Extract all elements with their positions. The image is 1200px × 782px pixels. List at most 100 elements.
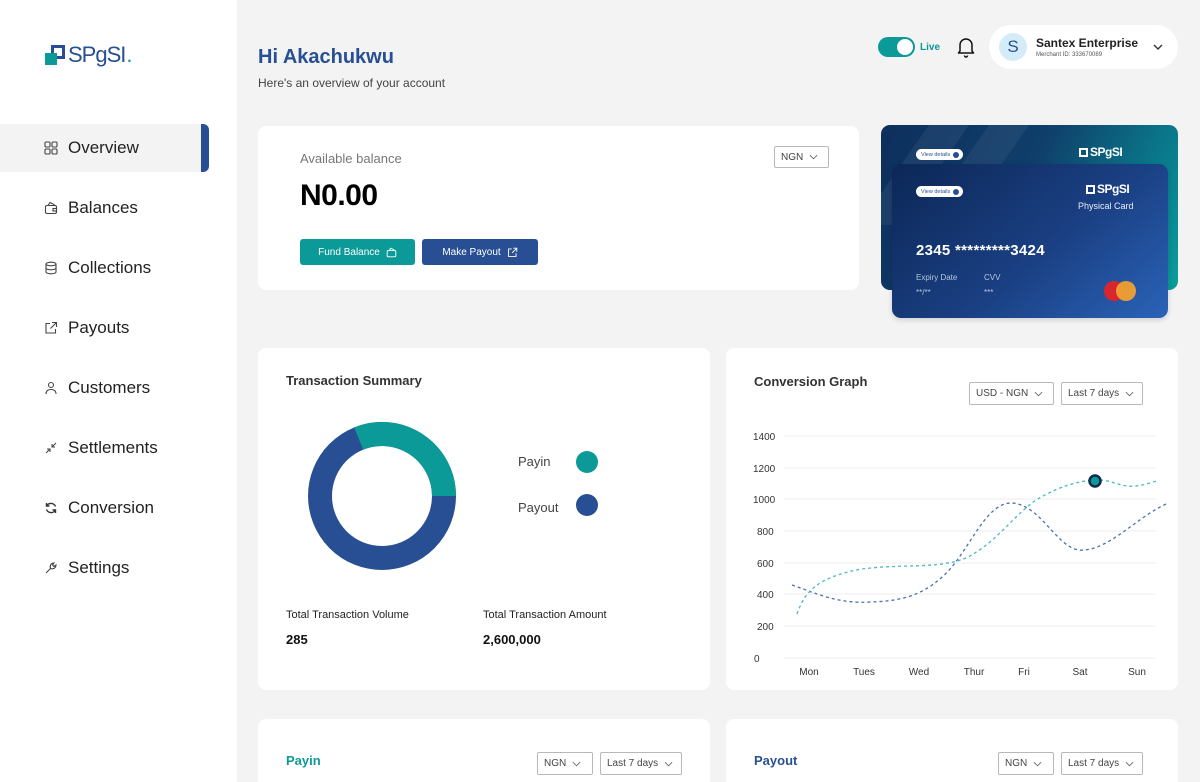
x-axis-ticks: Mon Tues Wed Thur Fri Sat Sun <box>799 667 1146 678</box>
sidebar-item-label: Settings <box>68 558 130 577</box>
sidebar-item-balances[interactable]: Balances <box>0 184 237 232</box>
svg-text:Sat: Sat <box>1072 667 1087 678</box>
conversion-graph-card: Conversion Graph USD - NGN Last 7 days 1… <box>726 348 1178 690</box>
date-range-value: Last 7 days <box>1068 388 1120 399</box>
toggle-knob <box>897 39 913 55</box>
wallet-icon <box>386 247 397 257</box>
expiry-label: Expiry Date <box>916 273 958 282</box>
card-title: Conversion Graph <box>754 374 868 389</box>
cvv-value: *** <box>984 288 994 297</box>
payin-card: Payin NGN Last 7 days <box>258 719 710 782</box>
payin-range-select[interactable]: Last 7 days <box>600 752 682 775</box>
legend-label: Payout <box>518 500 559 515</box>
merchant-id: Merchant ID: 333670089 <box>1036 52 1103 58</box>
fund-balance-button[interactable]: Fund Balance <box>300 239 415 265</box>
toggle-switch[interactable] <box>878 37 915 57</box>
y-axis-ticks: 1400 1200 1000 800 600 400 200 0 <box>753 432 776 665</box>
sidebar-item-label: Overview <box>68 138 139 157</box>
sidebar-item-overview[interactable]: Overview <box>0 124 209 172</box>
line-chart: 1400 1200 1000 800 600 400 200 0 Mon Tue… <box>753 432 1167 678</box>
external-link-icon <box>507 247 517 257</box>
currency-select-value: NGN <box>781 151 804 163</box>
sidebar-item-customers[interactable]: Customers <box>0 364 237 412</box>
refresh-icon <box>43 500 59 516</box>
svg-text:200: 200 <box>757 622 774 633</box>
view-details-button[interactable]: View details <box>916 186 964 197</box>
expiry-value: **/** <box>916 288 931 297</box>
card-logo: SPgSI <box>1086 182 1130 196</box>
brand-logo[interactable]: SPgSI. <box>45 42 133 67</box>
card-front[interactable]: View details SPgSI Physical Card 2345 **… <box>892 164 1168 318</box>
merchant-info: Santex Enterprise Merchant ID: 333670089 <box>1036 36 1138 58</box>
payout-card: Payout NGN Last 7 days <box>726 719 1178 782</box>
svg-text:Wed: Wed <box>909 667 929 678</box>
sidebar-item-label: Customers <box>68 378 151 397</box>
chevron-down-icon <box>572 761 581 766</box>
external-link-icon <box>43 320 59 336</box>
sidebar-item-label: Collections <box>68 258 152 277</box>
sidebar-item-label: Settlements <box>68 438 158 457</box>
cvv-label: CVV <box>984 273 1001 282</box>
chevron-down-icon <box>1034 391 1043 396</box>
chevron-down-icon <box>1125 761 1134 766</box>
legend-label: Payin <box>518 454 551 469</box>
chevron-down-icon <box>809 154 818 160</box>
fund-balance-label: Fund Balance <box>318 246 380 258</box>
logo-mark-icon <box>1086 184 1095 194</box>
select-value: Last 7 days <box>607 758 659 769</box>
bell-icon[interactable] <box>956 36 976 58</box>
sidebar-item-settlements[interactable]: Settlements <box>0 424 237 472</box>
legend-dot-payin <box>576 451 598 473</box>
svg-text:1200: 1200 <box>753 464 776 475</box>
wallet-icon <box>43 200 59 216</box>
merchant-switcher[interactable]: S Santex Enterprise Merchant ID: 3336700… <box>989 25 1178 69</box>
highlight-point <box>1088 474 1102 488</box>
card-logo-text: SPgSI <box>1090 145 1123 159</box>
legend-payout: Payout <box>518 500 558 515</box>
select-value: NGN <box>544 758 567 769</box>
live-mode-toggle[interactable]: Live <box>878 37 940 57</box>
svg-text:Fri: Fri <box>1018 667 1030 678</box>
volume-value: 285 <box>286 632 308 647</box>
svg-text:400: 400 <box>757 590 774 601</box>
svg-text:600: 600 <box>757 559 774 570</box>
avatar: S <box>999 33 1027 61</box>
view-details-button[interactable]: View details <box>916 149 964 160</box>
payin-currency-select[interactable]: NGN <box>537 752 593 775</box>
logo-dot: . <box>126 42 133 67</box>
chevron-down-icon[interactable] <box>1152 41 1164 53</box>
svg-text:Thur: Thur <box>964 667 985 678</box>
logo-text: SPgSI <box>68 42 126 67</box>
sidebar-item-collections[interactable]: Collections <box>0 244 237 292</box>
svg-text:0: 0 <box>754 654 760 665</box>
chevron-down-icon <box>1125 391 1134 396</box>
volume-label: Total Transaction Volume <box>286 609 409 621</box>
card-logo: SPgSI <box>1079 145 1123 159</box>
transaction-summary-card: Transaction Summary Payin Payout Total T… <box>258 348 710 690</box>
svg-text:1000: 1000 <box>753 495 776 506</box>
select-value: NGN <box>1005 758 1028 769</box>
amount-value: 2,600,000 <box>483 632 541 647</box>
make-payout-button[interactable]: Make Payout <box>422 239 538 265</box>
logo-mark-icon <box>45 45 65 65</box>
payout-range-select[interactable]: Last 7 days <box>1061 752 1143 775</box>
date-range-select[interactable]: Last 7 days <box>1061 382 1143 405</box>
sidebar-item-label: Balances <box>68 198 138 217</box>
currency-pair-value: USD - NGN <box>976 388 1029 399</box>
sidebar-item-payouts[interactable]: Payouts <box>0 304 237 352</box>
sidebar: SPgSI. Overview Balances Collections Pay… <box>0 0 237 782</box>
currency-pair-select[interactable]: USD - NGN <box>969 382 1054 405</box>
payout-currency-select[interactable]: NGN <box>998 752 1054 775</box>
balance-value: N0.00 <box>300 179 378 212</box>
currency-select[interactable]: NGN <box>774 146 829 168</box>
svg-text:1400: 1400 <box>753 432 776 443</box>
user-icon <box>43 380 59 396</box>
card-number: 2345 *********3424 <box>916 242 1045 259</box>
page-title: Hi Akachukwu <box>258 46 394 68</box>
sidebar-item-conversion[interactable]: Conversion <box>0 484 237 532</box>
payin-title: Payin <box>286 753 321 768</box>
sidebar-item-settings[interactable]: Settings <box>0 544 237 592</box>
card-type: Physical Card <box>1078 201 1134 211</box>
svg-text:Tues: Tues <box>853 667 875 678</box>
select-value: Last 7 days <box>1068 758 1120 769</box>
